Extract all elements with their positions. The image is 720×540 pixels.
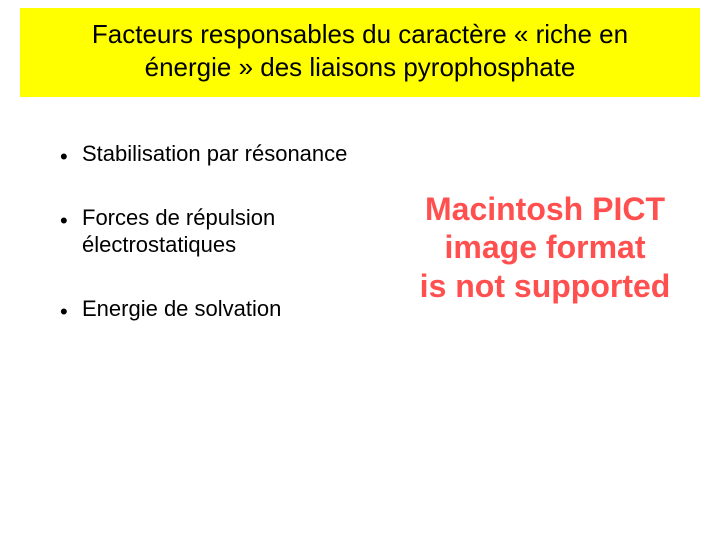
bullet-text: Stabilisation par résonance bbox=[82, 140, 360, 168]
error-line: is not supported bbox=[390, 267, 700, 305]
bullet-text: Energie de solvation bbox=[82, 295, 360, 323]
bullet-marker: • bbox=[60, 301, 66, 307]
slide-title: Facteurs responsables du caractère « ric… bbox=[92, 19, 628, 82]
list-item: • Energie de solvation bbox=[60, 295, 360, 323]
title-box: Facteurs responsables du caractère « ric… bbox=[20, 8, 700, 97]
bullet-text: Forces de répulsion électrostatiques bbox=[82, 204, 360, 259]
error-line: image format bbox=[390, 228, 700, 266]
bullet-list: • Stabilisation par résonance • Forces d… bbox=[60, 140, 360, 358]
list-item: • Stabilisation par résonance bbox=[60, 140, 360, 168]
image-error-placeholder: Macintosh PICT image format is not suppo… bbox=[390, 190, 700, 305]
list-item: • Forces de répulsion électrostatiques bbox=[60, 204, 360, 259]
error-line: Macintosh PICT bbox=[390, 190, 700, 228]
bullet-marker: • bbox=[60, 210, 66, 216]
bullet-marker: • bbox=[60, 146, 66, 152]
slide: Facteurs responsables du caractère « ric… bbox=[0, 0, 720, 540]
